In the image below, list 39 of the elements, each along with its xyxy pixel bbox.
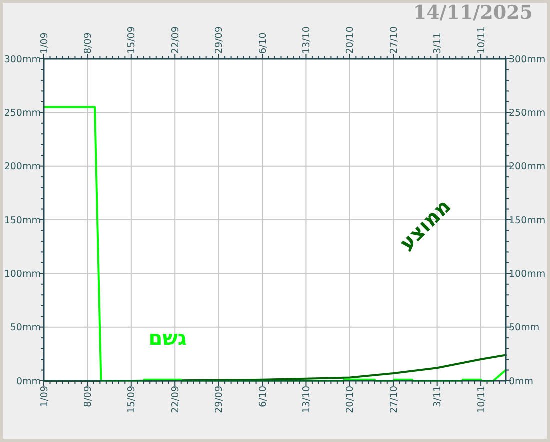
y-tick-label: 200mm <box>4 162 41 173</box>
x2-tick-label: 13/10 <box>302 26 313 54</box>
chart-title: 14/11/2025 <box>413 2 533 24</box>
y-tick-label: 50mm <box>10 322 41 334</box>
x-tick-label: 27/10 <box>388 386 400 414</box>
y2-tick-label: 250mm <box>509 108 546 119</box>
y-tick-label: 100mm <box>4 268 41 280</box>
x-tick-label: 3/11 <box>432 386 444 408</box>
y2-tick-label: 50mm <box>509 322 540 334</box>
x-tick-label: 29/09 <box>214 386 226 414</box>
x-tick-label: 22/09 <box>170 386 182 414</box>
y2-tick-label: 200mm <box>509 162 546 173</box>
y-tick-label: 300mm <box>4 54 41 66</box>
x-tick-label: 8/09 <box>83 386 94 408</box>
y-tick-label: 0mm <box>16 376 41 388</box>
x2-tick-label: 10/11 <box>476 26 488 54</box>
x-tick-label: 6/10 <box>258 386 269 408</box>
text: ממוצע <box>394 194 456 256</box>
y-tick-label: 150mm <box>4 215 41 226</box>
y2-tick-label: 0mm <box>509 376 534 388</box>
x-tick-label: 1/09 <box>39 386 50 408</box>
x-tick-label: 13/10 <box>302 386 313 414</box>
x-tick-label: 15/09 <box>126 386 138 414</box>
x2-tick-label: 27/10 <box>388 26 400 54</box>
series-label: גשם <box>148 326 187 350</box>
x-tick-label: 20/10 <box>345 386 356 414</box>
x2-tick-label: 22/09 <box>170 26 182 54</box>
x2-tick-label: 29/09 <box>214 26 226 54</box>
x2-tick-label: 1/09 <box>39 32 50 54</box>
y2-tick-label: 150mm <box>509 215 546 226</box>
x2-tick-label: 8/09 <box>83 32 94 54</box>
x2-tick-label: 15/09 <box>126 26 138 54</box>
x2-tick-label: 20/10 <box>345 26 356 54</box>
x-tick-label: 10/11 <box>476 386 488 414</box>
x2-tick-label: 6/10 <box>258 32 269 54</box>
y2-tick-label: 300mm <box>509 54 546 66</box>
y2-tick-label: 100mm <box>509 268 546 280</box>
x2-tick-label: 3/11 <box>432 32 444 54</box>
y-tick-label: 250mm <box>4 108 41 119</box>
